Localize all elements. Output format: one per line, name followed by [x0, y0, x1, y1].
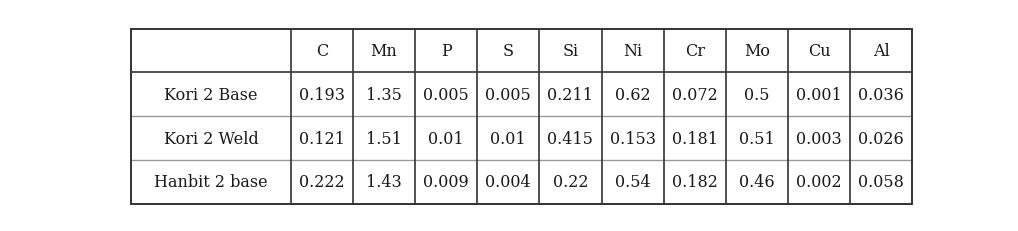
Text: 0.026: 0.026 [858, 130, 904, 147]
Text: 0.009: 0.009 [423, 173, 469, 191]
Text: 0.5: 0.5 [744, 86, 770, 103]
Text: 0.005: 0.005 [486, 86, 531, 103]
Text: Cr: Cr [685, 43, 704, 60]
Text: C: C [316, 43, 328, 60]
Text: P: P [441, 43, 452, 60]
Text: Kori 2 Base: Kori 2 Base [164, 86, 258, 103]
Text: 0.036: 0.036 [858, 86, 904, 103]
Text: S: S [503, 43, 514, 60]
Text: 0.153: 0.153 [610, 130, 656, 147]
Text: 1.35: 1.35 [366, 86, 402, 103]
Text: Cu: Cu [807, 43, 831, 60]
Text: 1.43: 1.43 [366, 173, 402, 191]
Text: 0.002: 0.002 [796, 173, 842, 191]
Text: 0.22: 0.22 [553, 173, 588, 191]
Text: 0.072: 0.072 [672, 86, 718, 103]
Text: Ni: Ni [623, 43, 642, 60]
Text: Kori 2 Weld: Kori 2 Weld [164, 130, 259, 147]
Text: Hanbit 2 base: Hanbit 2 base [154, 173, 268, 191]
Text: 0.01: 0.01 [429, 130, 464, 147]
Text: 0.004: 0.004 [486, 173, 531, 191]
Text: Al: Al [872, 43, 890, 60]
Text: 0.003: 0.003 [796, 130, 842, 147]
Text: 1.51: 1.51 [366, 130, 402, 147]
Text: 0.415: 0.415 [548, 130, 593, 147]
Text: 0.54: 0.54 [615, 173, 651, 191]
Text: 0.001: 0.001 [796, 86, 842, 103]
Text: 0.193: 0.193 [299, 86, 345, 103]
Text: 0.222: 0.222 [299, 173, 345, 191]
Text: 0.51: 0.51 [739, 130, 775, 147]
Text: 0.181: 0.181 [672, 130, 718, 147]
Text: Mn: Mn [371, 43, 397, 60]
Text: 0.62: 0.62 [615, 86, 651, 103]
Text: Si: Si [562, 43, 578, 60]
Text: 0.211: 0.211 [548, 86, 593, 103]
Text: 0.182: 0.182 [672, 173, 718, 191]
Text: 0.121: 0.121 [299, 130, 345, 147]
Text: 0.46: 0.46 [739, 173, 775, 191]
Text: 0.005: 0.005 [423, 86, 469, 103]
Text: 0.058: 0.058 [858, 173, 904, 191]
Text: 0.01: 0.01 [491, 130, 526, 147]
Text: Mo: Mo [744, 43, 770, 60]
